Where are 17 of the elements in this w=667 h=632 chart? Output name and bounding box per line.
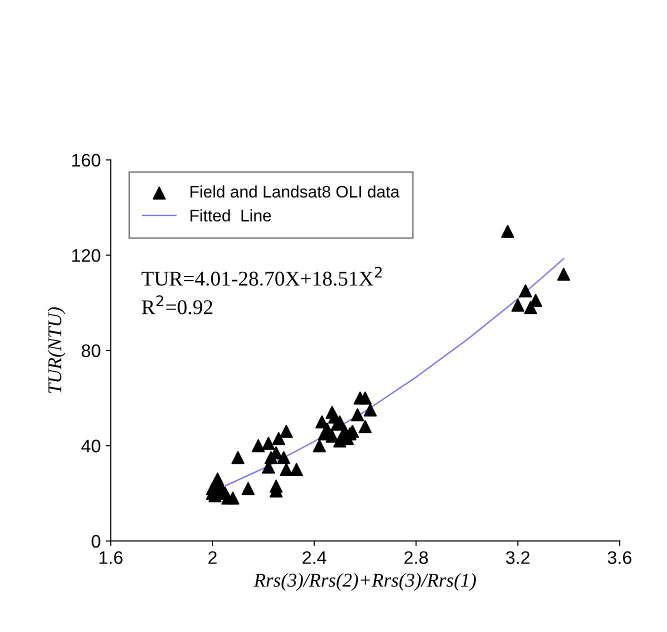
x-tick-label: 3.2	[506, 551, 530, 564]
x-tick-label: 2.8	[404, 551, 428, 564]
x-tick-label: 1.6	[100, 551, 122, 564]
y-tick-label: 160	[72, 154, 100, 167]
annotation: TUR=4.01-28.70X+18.51X$^{2}$	[142, 266, 382, 286]
y-tick-label: 120	[72, 249, 100, 262]
y-tick-label: 40	[81, 440, 100, 452]
y-tick-label: 80	[82, 344, 100, 358]
x-tick-label: 2	[208, 551, 217, 564]
annotation: R$^{2}$=0.92	[142, 295, 212, 314]
legend-label: Fitted Line	[190, 209, 271, 222]
x-tick-label: 3.6	[608, 551, 632, 564]
x-axis-title: Rrs(3)/Rrs(2)+Rrs(3)/Rrs(1)	[254, 573, 476, 591]
y-tick-label: 0	[92, 534, 100, 548]
x-tick-label: 2.4	[302, 551, 326, 564]
legend-label: Field and Landsat8 OLI data	[190, 185, 400, 198]
y-axis-title: TUR(NTU)	[48, 307, 66, 393]
